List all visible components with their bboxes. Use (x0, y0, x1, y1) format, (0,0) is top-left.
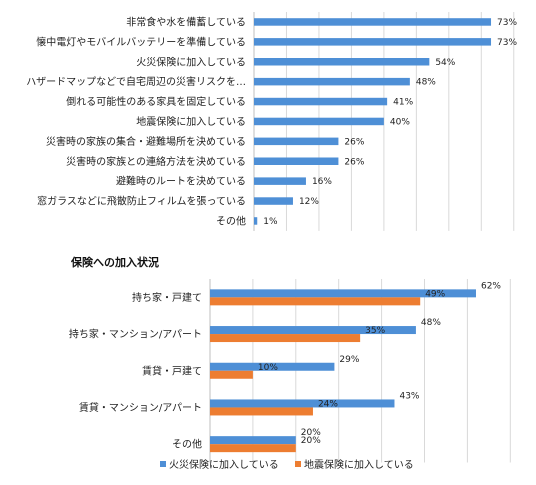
data-label: 41% (393, 98, 413, 108)
bar (210, 362, 335, 371)
category-label: 避難時のルートを決めている (116, 175, 246, 188)
legend-swatch (295, 461, 301, 467)
bar (210, 436, 296, 445)
bar (254, 117, 384, 126)
bar (254, 97, 388, 106)
bar (210, 334, 361, 343)
bar (254, 197, 293, 205)
category-label: 持ち家・戸建て (132, 291, 202, 304)
data-label: 10% (258, 363, 278, 373)
bar (254, 217, 258, 225)
insurance-status-chart: 持ち家・戸建て 62% 49% 持ち家・マンション/アパート 48% 35% 賃貸・戸建て 2… (69, 279, 511, 463)
legend: 火災保険に加入している 地震保険に加入している (160, 458, 414, 471)
category-label: その他 (172, 438, 202, 451)
data-label: 43% (399, 391, 419, 401)
bar (254, 18, 492, 26)
bar (254, 38, 492, 46)
bar (210, 370, 253, 379)
bar (210, 326, 416, 335)
legend-label: 地震保険に加入している (304, 458, 414, 471)
legend-label: 火災保険に加入している (169, 458, 279, 471)
data-label: 49% (425, 289, 445, 299)
bar (254, 77, 410, 86)
bar (210, 407, 313, 416)
category-label: 懐中電灯やモバイルバッテリーを準備している (36, 35, 246, 48)
bar (254, 177, 306, 185)
category-label: 窓ガラスなどに飛散防止フィルムを張っている (37, 195, 246, 208)
data-label: 26% (344, 137, 364, 147)
bar (210, 444, 296, 453)
category-label: 災害時の家族との連絡方法を決めている (66, 155, 246, 168)
data-label: 48% (416, 78, 436, 88)
data-label: 73% (497, 18, 517, 28)
data-label: 20% (301, 436, 321, 446)
data-label: 48% (421, 318, 441, 328)
category-label: 火災保険に加入している (136, 55, 246, 68)
data-label: 40% (390, 117, 410, 127)
data-label: 26% (344, 157, 364, 167)
category-label: 災害時の家族の集合・避難場所を決めている (46, 135, 246, 148)
bar (210, 297, 421, 306)
category-label: ハザードマップなどで自宅周辺の災害リスクを… (26, 75, 246, 88)
data-label: 16% (312, 177, 332, 187)
category-label: 地震保険に加入している (136, 115, 246, 128)
bar (254, 157, 339, 165)
category-label: 持ち家・マンション/アパート (69, 328, 202, 341)
data-label: 73% (497, 38, 517, 48)
category-label: 倒れる可能性のある家具を固定している (66, 95, 246, 108)
legend-swatch (160, 461, 166, 467)
category-label: その他 (216, 214, 246, 227)
data-label: 1% (263, 217, 278, 227)
data-label: 12% (299, 197, 319, 207)
data-label: 24% (318, 399, 338, 409)
category-label: 賃貸・戸建て (142, 364, 202, 377)
category-label: 賃貸・マンション/アパート (79, 401, 202, 414)
bar (210, 289, 476, 298)
bar (210, 399, 395, 408)
category-label: 非常食や水を備蓄している (126, 15, 246, 28)
data-label: 54% (435, 58, 455, 68)
data-label: 62% (481, 281, 501, 291)
data-label: 29% (339, 355, 359, 365)
data-label: 35% (365, 326, 385, 336)
bar (254, 58, 430, 66)
bar (254, 137, 339, 146)
data-label: 20% (301, 428, 321, 438)
disaster-preparedness-chart: 非常食や水を備蓄している 73% 懐中電灯やモバイルバッテリーを準備している 73% 火… (26, 12, 517, 231)
insurance-chart-title: 保険への加入状況 (70, 255, 159, 269)
